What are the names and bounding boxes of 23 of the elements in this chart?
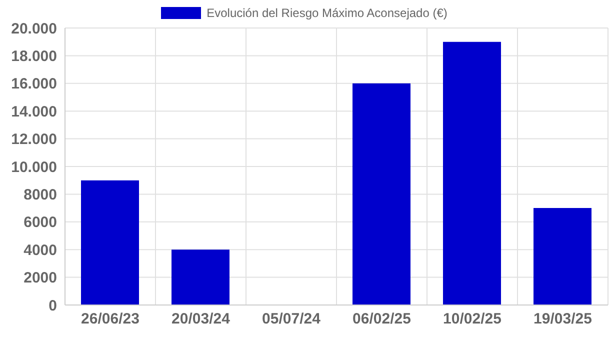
y-tick-label: 18.000 xyxy=(11,48,57,66)
y-tick-label: 14.000 xyxy=(11,103,57,120)
x-tick-label: 06/02/25 xyxy=(352,310,411,328)
y-tick-label: 8000 xyxy=(24,186,57,204)
legend-label: Evolución del Riesgo Máximo Aconsejado (€) xyxy=(206,6,448,20)
y-tick-label: 12.000 xyxy=(11,131,57,148)
x-tick-label: 19/03/25 xyxy=(534,310,592,328)
y-tick-label: 16.000 xyxy=(11,76,57,93)
y-tick-label: 4000 xyxy=(24,242,57,259)
x-tick-label: 10/02/25 xyxy=(443,310,502,328)
y-tick-label: 20.000 xyxy=(11,20,57,38)
y-tick-label: 0 xyxy=(48,297,57,314)
bar xyxy=(352,83,410,305)
bar xyxy=(443,42,501,305)
y-tick-label: 2000 xyxy=(24,270,57,287)
bar xyxy=(81,180,139,305)
x-tick-label: 05/07/24 xyxy=(262,310,322,328)
bar xyxy=(534,208,592,305)
y-tick-label: 6000 xyxy=(24,214,57,232)
x-tick-label: 26/06/23 xyxy=(81,310,140,328)
y-tick-label: 10.000 xyxy=(11,158,57,176)
bar xyxy=(172,250,230,305)
x-tick-label: 20/03/24 xyxy=(172,310,231,328)
